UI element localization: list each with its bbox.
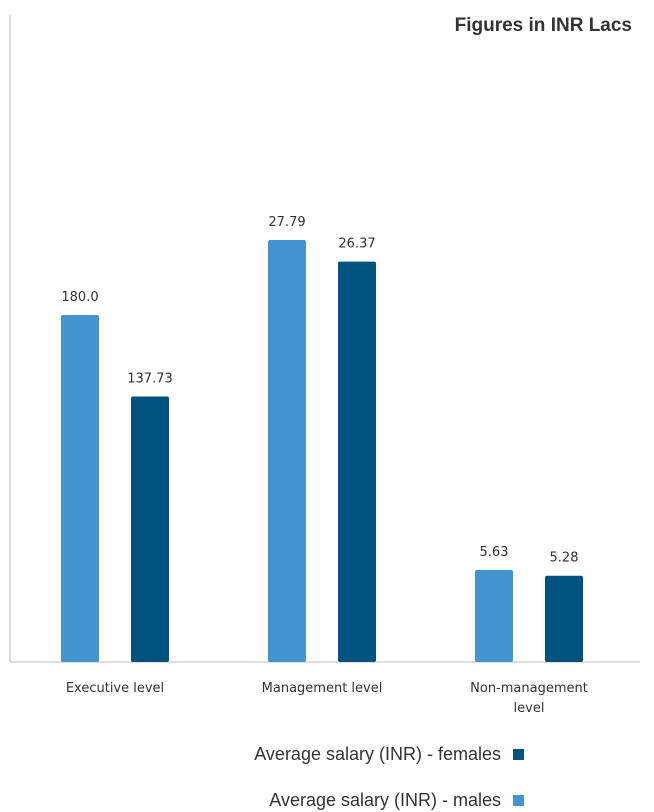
bar-executive-level-males (61, 315, 99, 662)
legend-entry-females: Average salary (INR) - females (254, 744, 524, 765)
bar-labels-group: 180.0 137.73 27.79 26.37 5.63 5.28 (61, 215, 578, 566)
category-label-executive-level: Executive level (66, 681, 164, 696)
data-label-management-level-females: 26.37 (338, 237, 375, 252)
category-label-management-level: Management level (262, 681, 383, 696)
bar-management-level-males (268, 240, 306, 662)
data-label-executive-level-males: 180.0 (61, 290, 98, 305)
bar-non-management-level-males (475, 570, 513, 662)
bars-group (61, 240, 583, 662)
category-label-non-management-level: Non-management level (470, 681, 588, 716)
legend-entry-males: Average salary (INR) - males (269, 790, 524, 811)
bar-executive-level-females (131, 396, 169, 662)
legend-swatch-males (513, 795, 524, 806)
legend-label-males: Average salary (INR) - males (269, 790, 501, 810)
legend-swatch-females (513, 749, 524, 760)
chart-title: Figures in INR Lacs (454, 15, 632, 36)
bar-management-level-females (338, 261, 376, 662)
data-label-non-management-level-females: 5.28 (550, 551, 579, 566)
data-label-management-level-males: 27.79 (268, 215, 305, 230)
bar-chart: 180.0 137.73 27.79 26.37 5.63 5.28 Executive … (9, 15, 640, 716)
legend-label-females: Average salary (INR) - females (254, 744, 501, 764)
category-labels-group: Executive level Management level Non-manag… (66, 681, 588, 716)
data-label-executive-level-females: 137.73 (127, 371, 173, 386)
bar-non-management-level-females (545, 575, 583, 662)
data-label-non-management-level-males: 5.63 (480, 545, 509, 560)
